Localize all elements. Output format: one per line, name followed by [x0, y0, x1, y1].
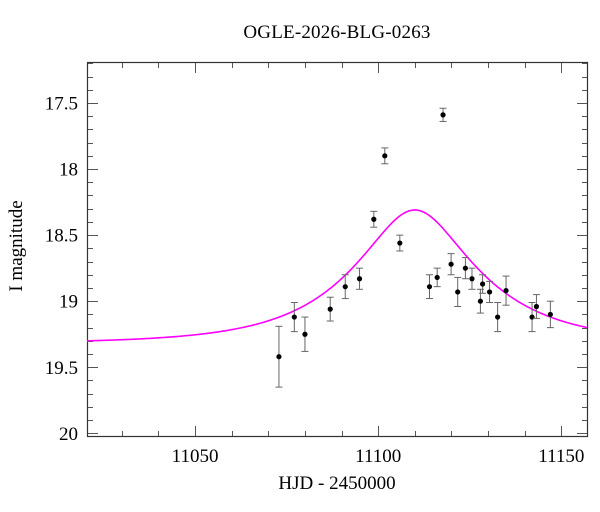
data-point [434, 274, 440, 281]
y-tick-label: 20 [59, 424, 78, 445]
data-point [477, 298, 484, 304]
data-point [533, 303, 540, 310]
axis-ticks [88, 63, 587, 436]
x-tick-label: 11050 [172, 446, 219, 467]
x-tick-label: 11150 [538, 446, 584, 467]
data-point [426, 284, 433, 290]
data-point [448, 261, 454, 267]
data-point [469, 276, 475, 282]
plot-frame [86, 61, 589, 438]
data-point [440, 112, 446, 118]
y-tick-label: 18 [59, 160, 78, 181]
data-point [495, 314, 501, 320]
data-point [276, 354, 282, 360]
data-point [356, 276, 363, 282]
y-tick-label: 19 [59, 292, 78, 313]
data-point [462, 265, 468, 271]
chart-title: OGLE-2026-BLG-0263 [243, 22, 431, 43]
data-point [547, 311, 553, 318]
data-point [397, 240, 403, 246]
y-tick-label: 18.5 [45, 226, 78, 247]
y-tick-label: 17.5 [45, 93, 78, 114]
data-point [291, 314, 297, 320]
x-tick-label: 11100 [355, 446, 401, 467]
data-point [480, 281, 486, 287]
data-point [455, 289, 461, 295]
data-points [275, 107, 554, 388]
data-point [327, 306, 333, 312]
x-axis-label: HJD - 2450000 [278, 473, 396, 494]
data-point [486, 289, 493, 295]
model-curve [86, 209, 588, 342]
data-point [382, 153, 388, 159]
data-point [302, 331, 308, 337]
data-point [342, 284, 348, 290]
data-point [371, 216, 377, 222]
data-point [503, 288, 509, 294]
y-tick-label: 19.5 [45, 358, 78, 379]
